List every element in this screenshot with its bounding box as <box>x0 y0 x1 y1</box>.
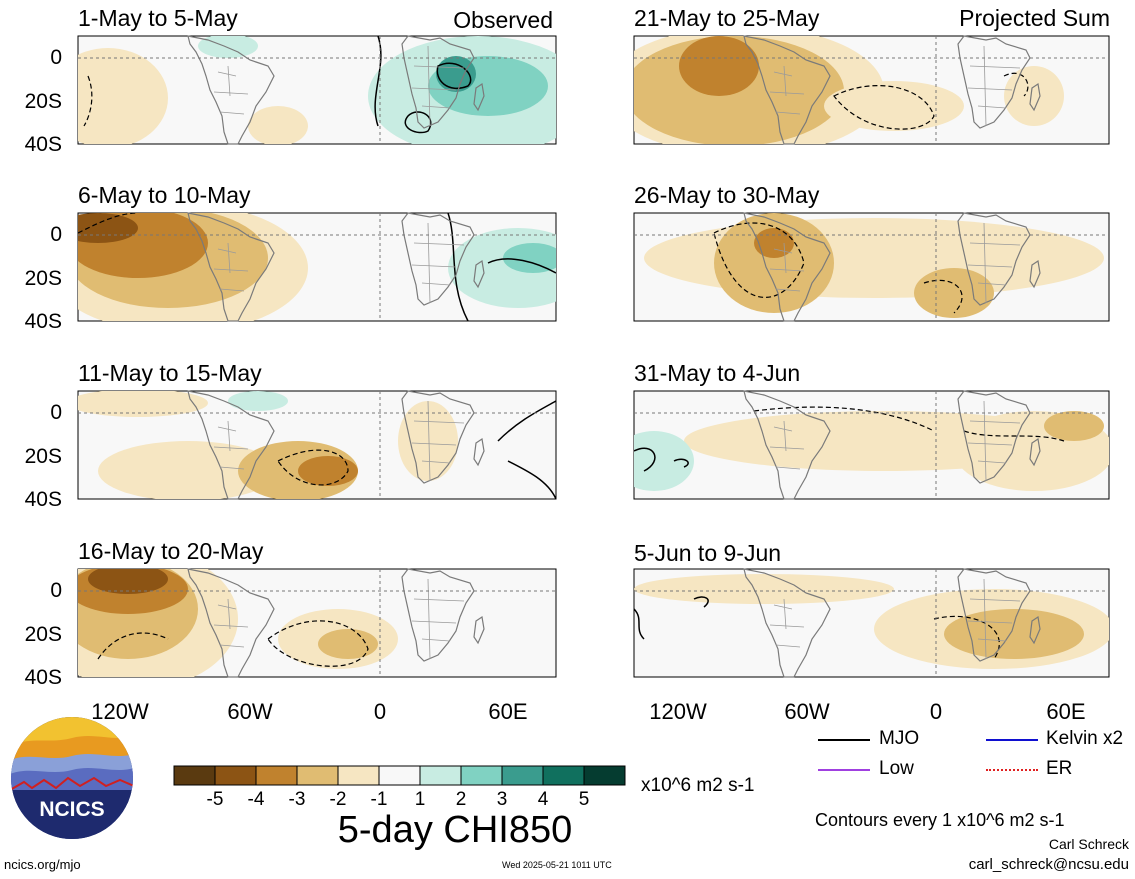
lat-label-0: 0 <box>50 579 62 602</box>
lon-label-60w: 60W <box>784 699 830 724</box>
colorbar-cell <box>460 765 503 786</box>
legend-label-mjo: MJO <box>879 728 920 749</box>
lat-label-0: 0 <box>50 223 62 246</box>
lat-label-20s: 20S <box>24 267 62 290</box>
colorbar-label: -5 <box>206 789 224 810</box>
colorbar-cell <box>214 765 257 786</box>
panel-title: 1-May to 5-May <box>78 5 238 31</box>
lat-label-20s: 20S <box>24 90 62 113</box>
legend-line-low <box>818 769 870 771</box>
panel-title: 21-May to 25-May <box>634 5 820 31</box>
lat-label-40s: 40S <box>24 310 62 333</box>
author-email: carl_schreck@ncsu.edu <box>968 856 1129 873</box>
panel-1-may-5-may <box>77 35 557 145</box>
colorbar-cell <box>296 765 339 786</box>
panel-title: 26-May to 30-May <box>634 182 820 208</box>
lon-label-120w: 120W <box>91 699 149 724</box>
ncics-logo: NCICS <box>11 717 133 839</box>
colorbar-label: -4 <box>247 789 265 810</box>
colorbar-cell <box>255 765 298 786</box>
lat-label-40s: 40S <box>24 666 62 689</box>
lon-label-0: 0 <box>929 699 943 724</box>
lon-label-0: 0 <box>373 699 387 724</box>
colorbar <box>173 765 626 786</box>
lat-label-0: 0 <box>50 46 62 69</box>
colorbar-cell <box>583 765 626 786</box>
colorbar-cell <box>419 765 462 786</box>
chart-title: 5-day CHI850 <box>337 809 573 851</box>
legend-label-er: ER <box>1046 758 1073 779</box>
lon-label-60e: 60E <box>1046 699 1086 724</box>
observed-label: Observed <box>453 7 553 33</box>
panel-6-may-10-may <box>77 212 557 322</box>
colorbar-cell <box>173 765 216 786</box>
colorbar-label: -3 <box>288 789 306 810</box>
colorbar-label: 1 <box>414 789 426 810</box>
panel-title: 5-Jun to 9-Jun <box>634 540 782 566</box>
colorbar-label: 2 <box>455 789 467 810</box>
lat-label-0: 0 <box>50 401 62 424</box>
colorbar-cell <box>501 765 544 786</box>
author-name: Carl Schreck <box>1048 836 1129 852</box>
contour-note: Contours every 1 x10^6 m2 s-1 <box>815 810 1065 830</box>
colorbar-label: -2 <box>329 789 347 810</box>
timestamp: Wed 2025-05-21 1011 UTC <box>502 860 612 870</box>
legend-line-kelvin <box>986 739 1038 741</box>
lat-label-20s: 20S <box>24 623 62 646</box>
panel-title: 31-May to 4-Jun <box>634 360 801 386</box>
projected-sum-label: Projected Sum <box>959 5 1110 31</box>
panel-title: 16-May to 20-May <box>78 538 264 564</box>
colorbar-label: 4 <box>537 789 549 810</box>
lon-label-60e: 60E <box>488 699 528 724</box>
colorbar-label: 5 <box>578 789 590 810</box>
legend-line-mjo <box>818 739 870 741</box>
panel-title: 11-May to 15-May <box>78 360 262 386</box>
colorbar-cell <box>378 765 421 786</box>
legend-label-low: Low <box>879 758 914 779</box>
colorbar-cell <box>542 765 585 786</box>
legend-line-er <box>986 769 1038 771</box>
lat-label-40s: 40S <box>24 488 62 511</box>
panel-11-may-15-may <box>77 390 557 500</box>
panel-26-may-30-may <box>633 212 1110 322</box>
panel-21-may-25-may <box>633 35 1110 145</box>
panel-title: 6-May to 10-May <box>78 182 251 208</box>
colorbar-label: 3 <box>496 789 508 810</box>
lat-label-20s: 20S <box>24 445 62 468</box>
panel-16-may-20-may <box>77 568 557 678</box>
colorbar-cell <box>337 765 380 786</box>
panel-31-may-4-jun <box>633 390 1110 500</box>
lon-label-120w: 120W <box>649 699 707 724</box>
legend-label-kelvin: Kelvin x2 <box>1046 728 1124 749</box>
colorbar-label: -1 <box>370 789 388 810</box>
colorbar-units: x10^6 m2 s-1 <box>641 775 755 796</box>
source-url: ncics.org/mjo <box>4 857 81 872</box>
ncics-logo-text: NCICS <box>39 798 104 821</box>
lon-label-60w: 60W <box>227 699 273 724</box>
panel-5-jun-9-jun <box>633 568 1110 678</box>
lat-label-40s: 40S <box>24 133 62 156</box>
